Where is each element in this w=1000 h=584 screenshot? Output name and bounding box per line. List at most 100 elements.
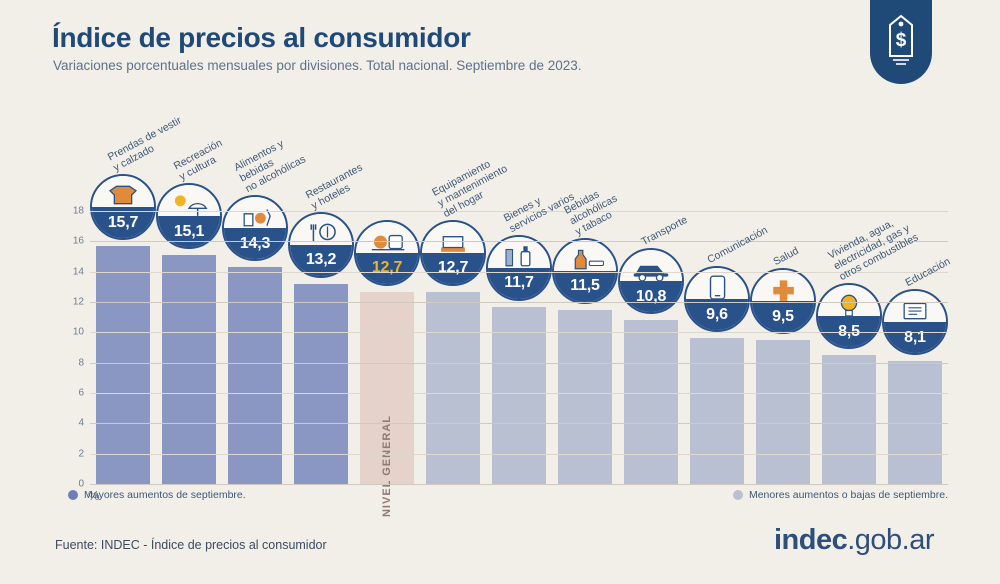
value-medallion: 8,1 (882, 289, 948, 356)
bar[interactable] (426, 291, 480, 484)
bar-group[interactable]: 12,7 (420, 196, 486, 484)
medallion-icon-area (422, 221, 484, 253)
medallion-icon-area (92, 176, 154, 208)
bar[interactable] (888, 361, 942, 484)
bar[interactable]: NIVEL GENERAL (360, 291, 414, 517)
car-icon (633, 266, 669, 282)
plot-area: 15,7 15,1 14,3 13,2 NIVEL GENERAL 12,7 12,7 11,… (73, 114, 952, 517)
y-axis-tick: 14 (72, 266, 84, 278)
bar[interactable] (690, 338, 744, 484)
medallion-value: 8,1 (884, 322, 946, 354)
value-medallion: 15,1 (156, 183, 222, 250)
brand-wordmark: indec.gob.ar (773, 524, 935, 557)
bar-group[interactable]: 8,5 (816, 196, 882, 484)
legend-low: Menores aumentos o bajas de septiembre. (732, 489, 948, 501)
bar[interactable] (558, 309, 612, 484)
y-axis-tick: 8 (78, 357, 84, 369)
medallion-icon-area (224, 197, 286, 229)
medallion-value: 11,7 (488, 267, 550, 299)
comb-spray-icon (505, 245, 531, 267)
gridline (90, 393, 948, 395)
page-subtitle: Variaciones porcentuales mensuales por d… (53, 58, 582, 73)
bar[interactable] (624, 320, 678, 484)
books-icon (903, 303, 927, 320)
value-medallion: 13,2 (288, 211, 354, 278)
groceries-icon (243, 209, 271, 227)
medical-cross-icon (773, 280, 794, 301)
medallion-value: 11,5 (554, 270, 616, 302)
bar-inline-label: NIVEL GENERAL (381, 414, 393, 518)
medallion-value: 8,5 (818, 316, 880, 348)
gridline (90, 484, 948, 485)
value-medallion: 11,5 (552, 237, 618, 304)
bar-group[interactable]: 15,1 (156, 183, 222, 484)
brand-suffix: .gob.ar (847, 524, 934, 556)
legend-low-swatch (732, 490, 743, 500)
medallion-icon-area (620, 250, 682, 282)
bar[interactable] (96, 246, 150, 484)
bar[interactable] (822, 355, 876, 484)
y-axis-tick: 18 (72, 205, 84, 217)
gridline (90, 362, 948, 364)
bar-group[interactable]: 15,7 (90, 174, 156, 484)
medallion-icon-area (356, 221, 418, 253)
lightbulb-icon (840, 294, 858, 317)
bar-group[interactable]: 8,1 (882, 196, 948, 484)
indec-logo-badge: $ (870, 0, 932, 84)
gridline (90, 271, 948, 273)
tshirt-icon (108, 185, 138, 205)
bar-group[interactable]: 10,8 (618, 196, 684, 484)
medallion-icon-area (884, 291, 946, 323)
value-medallion: 9,5 (750, 268, 816, 334)
bar[interactable] (228, 267, 282, 484)
medallion-value: 12,7 (422, 252, 484, 284)
category-label: Recreación y cultura (171, 136, 225, 184)
legend-high-swatch (68, 490, 78, 500)
bar-group[interactable]: 11,5 (552, 196, 618, 484)
medallion-icon-area (752, 270, 814, 301)
y-axis-tick: 2 (78, 448, 84, 460)
bar[interactable] (294, 283, 348, 484)
gridline (90, 332, 948, 334)
value-medallion: 8,5 (816, 283, 882, 350)
medallion-icon-area (818, 285, 880, 317)
value-medallion: 12,7 (354, 219, 420, 286)
medallion-icon-area (686, 268, 748, 301)
bottle-cigarette-icon (574, 249, 604, 270)
bar-group[interactable]: 14,3 (222, 195, 288, 484)
brand-main: indec (773, 524, 848, 556)
medallion-value: 9,6 (686, 299, 748, 331)
bar-series: 15,7 15,1 14,3 13,2 NIVEL GENERAL 12,7 12,7 11,… (90, 174, 948, 517)
y-axis-tick: 16 (72, 235, 84, 247)
cutlery-icon (310, 223, 336, 242)
gridline (90, 302, 948, 304)
medallion-value: 15,7 (92, 207, 154, 239)
gridline (90, 423, 948, 425)
chart-area: 15,7 15,1 14,3 13,2 NIVEL GENERAL 12,7 12,7 11,… (52, 114, 952, 517)
y-axis-tick: 4 (78, 417, 84, 429)
page-title: Índice de precios al consumidor (52, 22, 471, 53)
indec-tag-icon: $ (889, 14, 913, 65)
value-medallion: 9,6 (684, 266, 750, 333)
source-note: Fuente: INDEC - Índice de precios al con… (55, 538, 327, 552)
axis-unit-label: % (88, 488, 100, 503)
gridline (90, 453, 948, 455)
medallion-value: 15,1 (158, 216, 220, 248)
category-label: Alimentos y bebidas no alcohólicas (232, 137, 308, 196)
medallion-value: 13,2 (290, 244, 352, 276)
medallion-icon-area (290, 213, 352, 245)
smartphone-icon (709, 275, 726, 301)
bar-group[interactable]: 11,7 (486, 196, 552, 484)
y-axis-tick: 6 (78, 387, 84, 399)
bar-group[interactable]: NIVEL GENERAL 12,7 (354, 196, 420, 517)
value-medallion: 15,7 (90, 174, 156, 241)
sun-umbrella-icon (174, 195, 208, 217)
medallion-value: 10,8 (620, 281, 682, 313)
value-medallion: 14,3 (222, 195, 288, 262)
bar[interactable] (756, 340, 810, 484)
bar-group[interactable]: 13,2 (288, 196, 354, 484)
svg-text:$: $ (896, 30, 907, 51)
value-medallion: 12,7 (420, 219, 486, 286)
bar[interactable] (162, 255, 216, 484)
medallion-value: 9,5 (752, 301, 814, 332)
